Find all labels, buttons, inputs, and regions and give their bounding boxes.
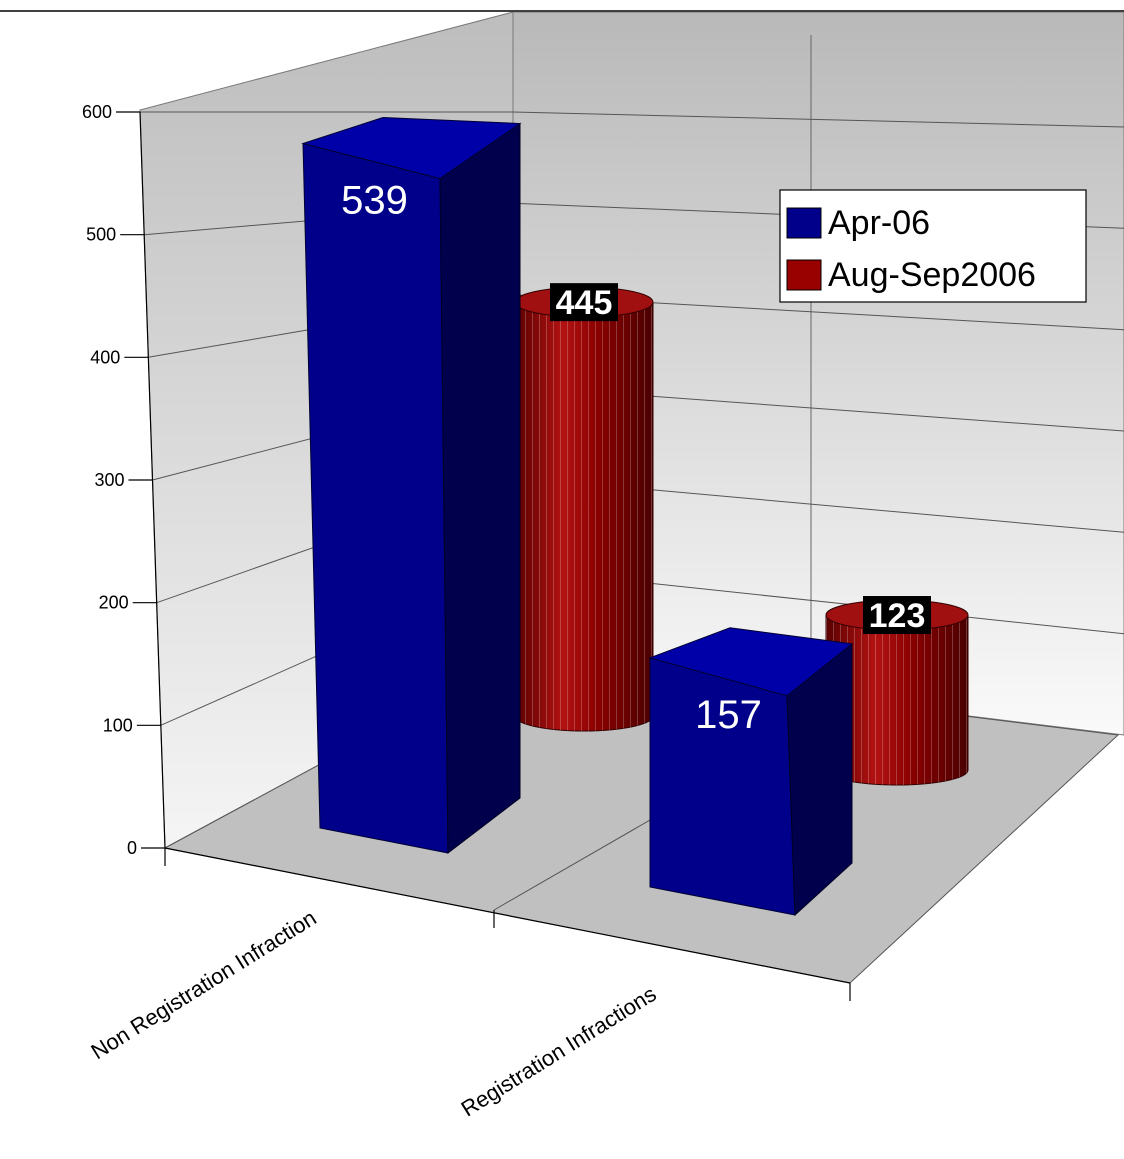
legend-label-1: Aug-Sep2006 — [828, 256, 1036, 294]
y-tick-label-200: 200 — [99, 593, 129, 613]
bar-top-face — [301, 116, 522, 180]
bar-side-face — [439, 122, 521, 855]
cylinder-texture — [826, 615, 968, 785]
bar-Apr-06-0: 539 — [301, 116, 522, 855]
bar-Apr-06-1: 157 — [648, 627, 854, 917]
cylinder-texture — [515, 302, 653, 731]
bar-Aug-Sep2006-0: 445 — [514, 283, 654, 732]
y-axis: 0 100 200 300 400 500 600 — [82, 102, 166, 858]
y-tick-label-0: 0 — [127, 838, 137, 858]
data-label-bg — [863, 596, 931, 635]
legend-box — [779, 189, 1087, 303]
gridline-600 — [140, 111, 1124, 128]
category-label-0: Non Registration Infraction — [87, 905, 321, 1064]
y-tick-label-500: 500 — [86, 225, 116, 245]
data-label: 123 — [869, 597, 926, 635]
legend-label-0: Apr-06 — [828, 204, 930, 242]
legend-swatch-0 — [786, 207, 822, 239]
legend-swatch-1 — [786, 259, 822, 291]
y-tick-label-400: 400 — [90, 347, 120, 367]
y-tick-label-100: 100 — [103, 715, 133, 735]
y-tick-label-600: 600 — [82, 102, 112, 122]
y-tick-label-300: 300 — [94, 470, 124, 490]
data-label-bg — [550, 283, 618, 322]
data-label: 157 — [695, 693, 762, 737]
x-axis-line — [164, 847, 851, 984]
category-label-1: Registration Infractions — [457, 981, 661, 1121]
bar-top-face — [648, 627, 854, 697]
bar-Aug-Sep2006-1: 123 — [825, 596, 969, 786]
data-label: 445 — [556, 284, 613, 322]
bar-front-face — [302, 142, 449, 854]
bars: 445 123 539 157 — [301, 116, 969, 917]
data-label: 539 — [341, 178, 408, 222]
legend: Apr-06 Aug-Sep2006 — [779, 189, 1087, 303]
